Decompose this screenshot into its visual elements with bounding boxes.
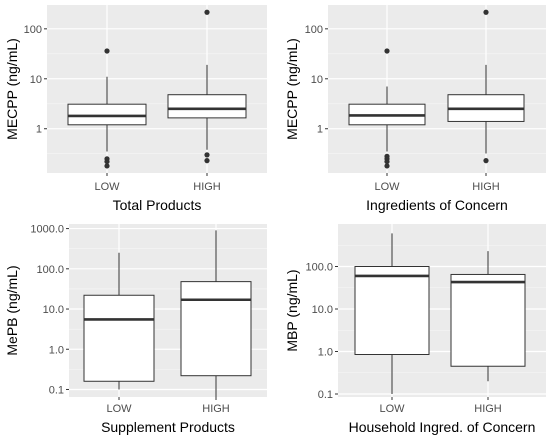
y-tick-label: 10.0 [43,304,64,316]
outlier-point [104,158,110,165]
y-tick-label: 1.0 [318,347,333,359]
outlier-point [384,163,390,169]
y-axis-title: MECPP (ng/mL) [284,38,300,140]
box-high [180,230,252,397]
box-body [67,103,147,126]
y-tick-label: 100 [305,24,323,36]
chart-panel-1: 1 10 100 LOW HIGH Total Products MECPP (ng/mL) [4,5,267,213]
x-axis-title: Ingredients of Concern [366,197,508,213]
x-tick-label: HIGH [472,181,500,193]
x-axis-title: Total Products [113,197,202,213]
x-tick-label: HIGH [193,181,221,193]
y-tick-label: 1 [36,124,42,136]
x-tick-label: LOW [106,403,132,415]
x-axis-title: Household Ingred. of Concern [349,419,536,435]
y-axis-title: MePB (ng/mL) [4,265,20,355]
outlier-point [104,48,110,54]
x-axis-title: Supplement Products [101,419,235,435]
chart-panel-2: 1 10 100 LOW HIGH Ingredients of Concern MECPP… [284,5,546,213]
box-body [354,266,430,355]
outlier-point [204,152,210,158]
y-tick-label: 0.1 [318,389,333,401]
box-low [354,233,430,395]
plot-background [328,5,546,173]
box-body [450,273,526,367]
y-tick-label: 1 [317,124,323,136]
y-tick-label: 10 [30,74,42,86]
box-low [67,48,147,169]
x-tick-label: LOW [374,181,400,193]
y-tick-label: 100.0 [36,264,64,276]
box-high [447,9,525,164]
y-tick-label: 1.0 [49,344,64,356]
outlier-point [384,48,390,54]
outlier-point [204,9,210,15]
box-body [83,294,155,382]
outlier-point [384,158,390,165]
plot-background [47,5,267,173]
y-tick-label: 10 [311,74,323,86]
chart-panel-4: 0.1 1.0 10.0 100.0 LOW HIGH Household Ingred. … [284,224,546,435]
outlier-point [483,158,489,164]
box-low [83,252,155,390]
box-low [348,48,426,169]
y-axis-title: MBP (ng/mL) [284,269,300,351]
y-tick-label: 10.0 [312,304,333,316]
y-tick-label: 100.0 [305,262,333,274]
x-tick-label: LOW [94,181,120,193]
chart-panel-3: 0.1 1.0 10.0 100.0 1000.0 LOW HIGH Supplement P… [4,224,267,435]
box-high [167,9,247,164]
outlier-point [483,9,489,15]
box-high [450,251,526,382]
x-tick-label: HIGH [474,403,502,415]
x-tick-label: LOW [379,403,405,415]
y-tick-label: 100 [24,24,42,36]
box-body [167,94,247,119]
y-tick-label: 0.1 [49,384,64,396]
box-body [180,281,252,377]
x-tick-label: HIGH [202,403,230,415]
y-tick-label: 1000.0 [30,224,64,236]
outlier-point [204,158,210,164]
outlier-point [104,163,110,169]
y-axis-title: MECPP (ng/mL) [4,38,20,140]
